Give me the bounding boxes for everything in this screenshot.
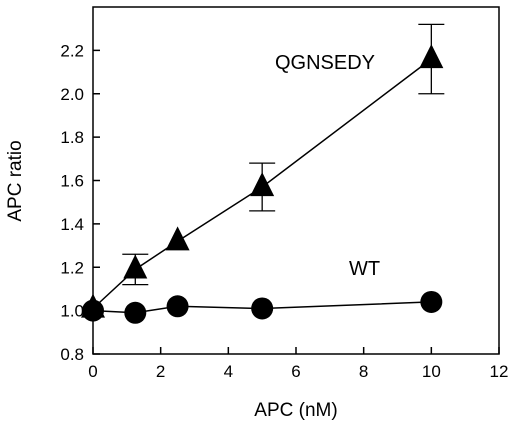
- x-tick-label: 10: [422, 362, 441, 381]
- x-tick-label: 12: [490, 362, 509, 381]
- y-tick-label: 1.6: [60, 172, 84, 191]
- y-tick-label: 0.8: [60, 345, 84, 364]
- y-tick-label: 2.2: [60, 41, 84, 60]
- x-tick-label: 2: [156, 362, 165, 381]
- series-markers: [81, 44, 444, 324]
- x-tick-label: 6: [291, 362, 300, 381]
- x-axis-label: APC (nM): [254, 400, 337, 421]
- data-point-wt: [420, 290, 443, 313]
- y-tick-label: 1.0: [60, 302, 84, 321]
- y-tick-label: 1.8: [60, 128, 84, 147]
- data-point-wt: [251, 297, 274, 320]
- x-tick-label: 8: [359, 362, 368, 381]
- data-point-wt: [124, 301, 147, 324]
- data-point-qgnsedy: [123, 254, 148, 279]
- data-point-qgnsedy: [165, 226, 190, 251]
- y-axis-label: APC ratio: [5, 140, 26, 221]
- series-label-wt: WT: [349, 258, 380, 280]
- x-tick-label: 0: [88, 362, 97, 381]
- data-point-qgnsedy: [250, 172, 275, 197]
- x-tick-label: 4: [224, 362, 233, 381]
- data-point-wt: [82, 299, 104, 322]
- y-tick-label: 2.0: [60, 85, 84, 104]
- y-tick-label: 1.4: [60, 215, 84, 234]
- data-point-wt: [166, 295, 189, 318]
- data-point-qgnsedy: [419, 44, 444, 69]
- series-label-qgnsedy: QGNSEDY: [275, 52, 375, 74]
- axis-tick-labels: 0 2 4 6 8 10 12 0.8 1.0 1.2 1.4 1.6 1.8 2.0 2.2: [60, 41, 508, 381]
- y-tick-label: 1.2: [60, 258, 84, 277]
